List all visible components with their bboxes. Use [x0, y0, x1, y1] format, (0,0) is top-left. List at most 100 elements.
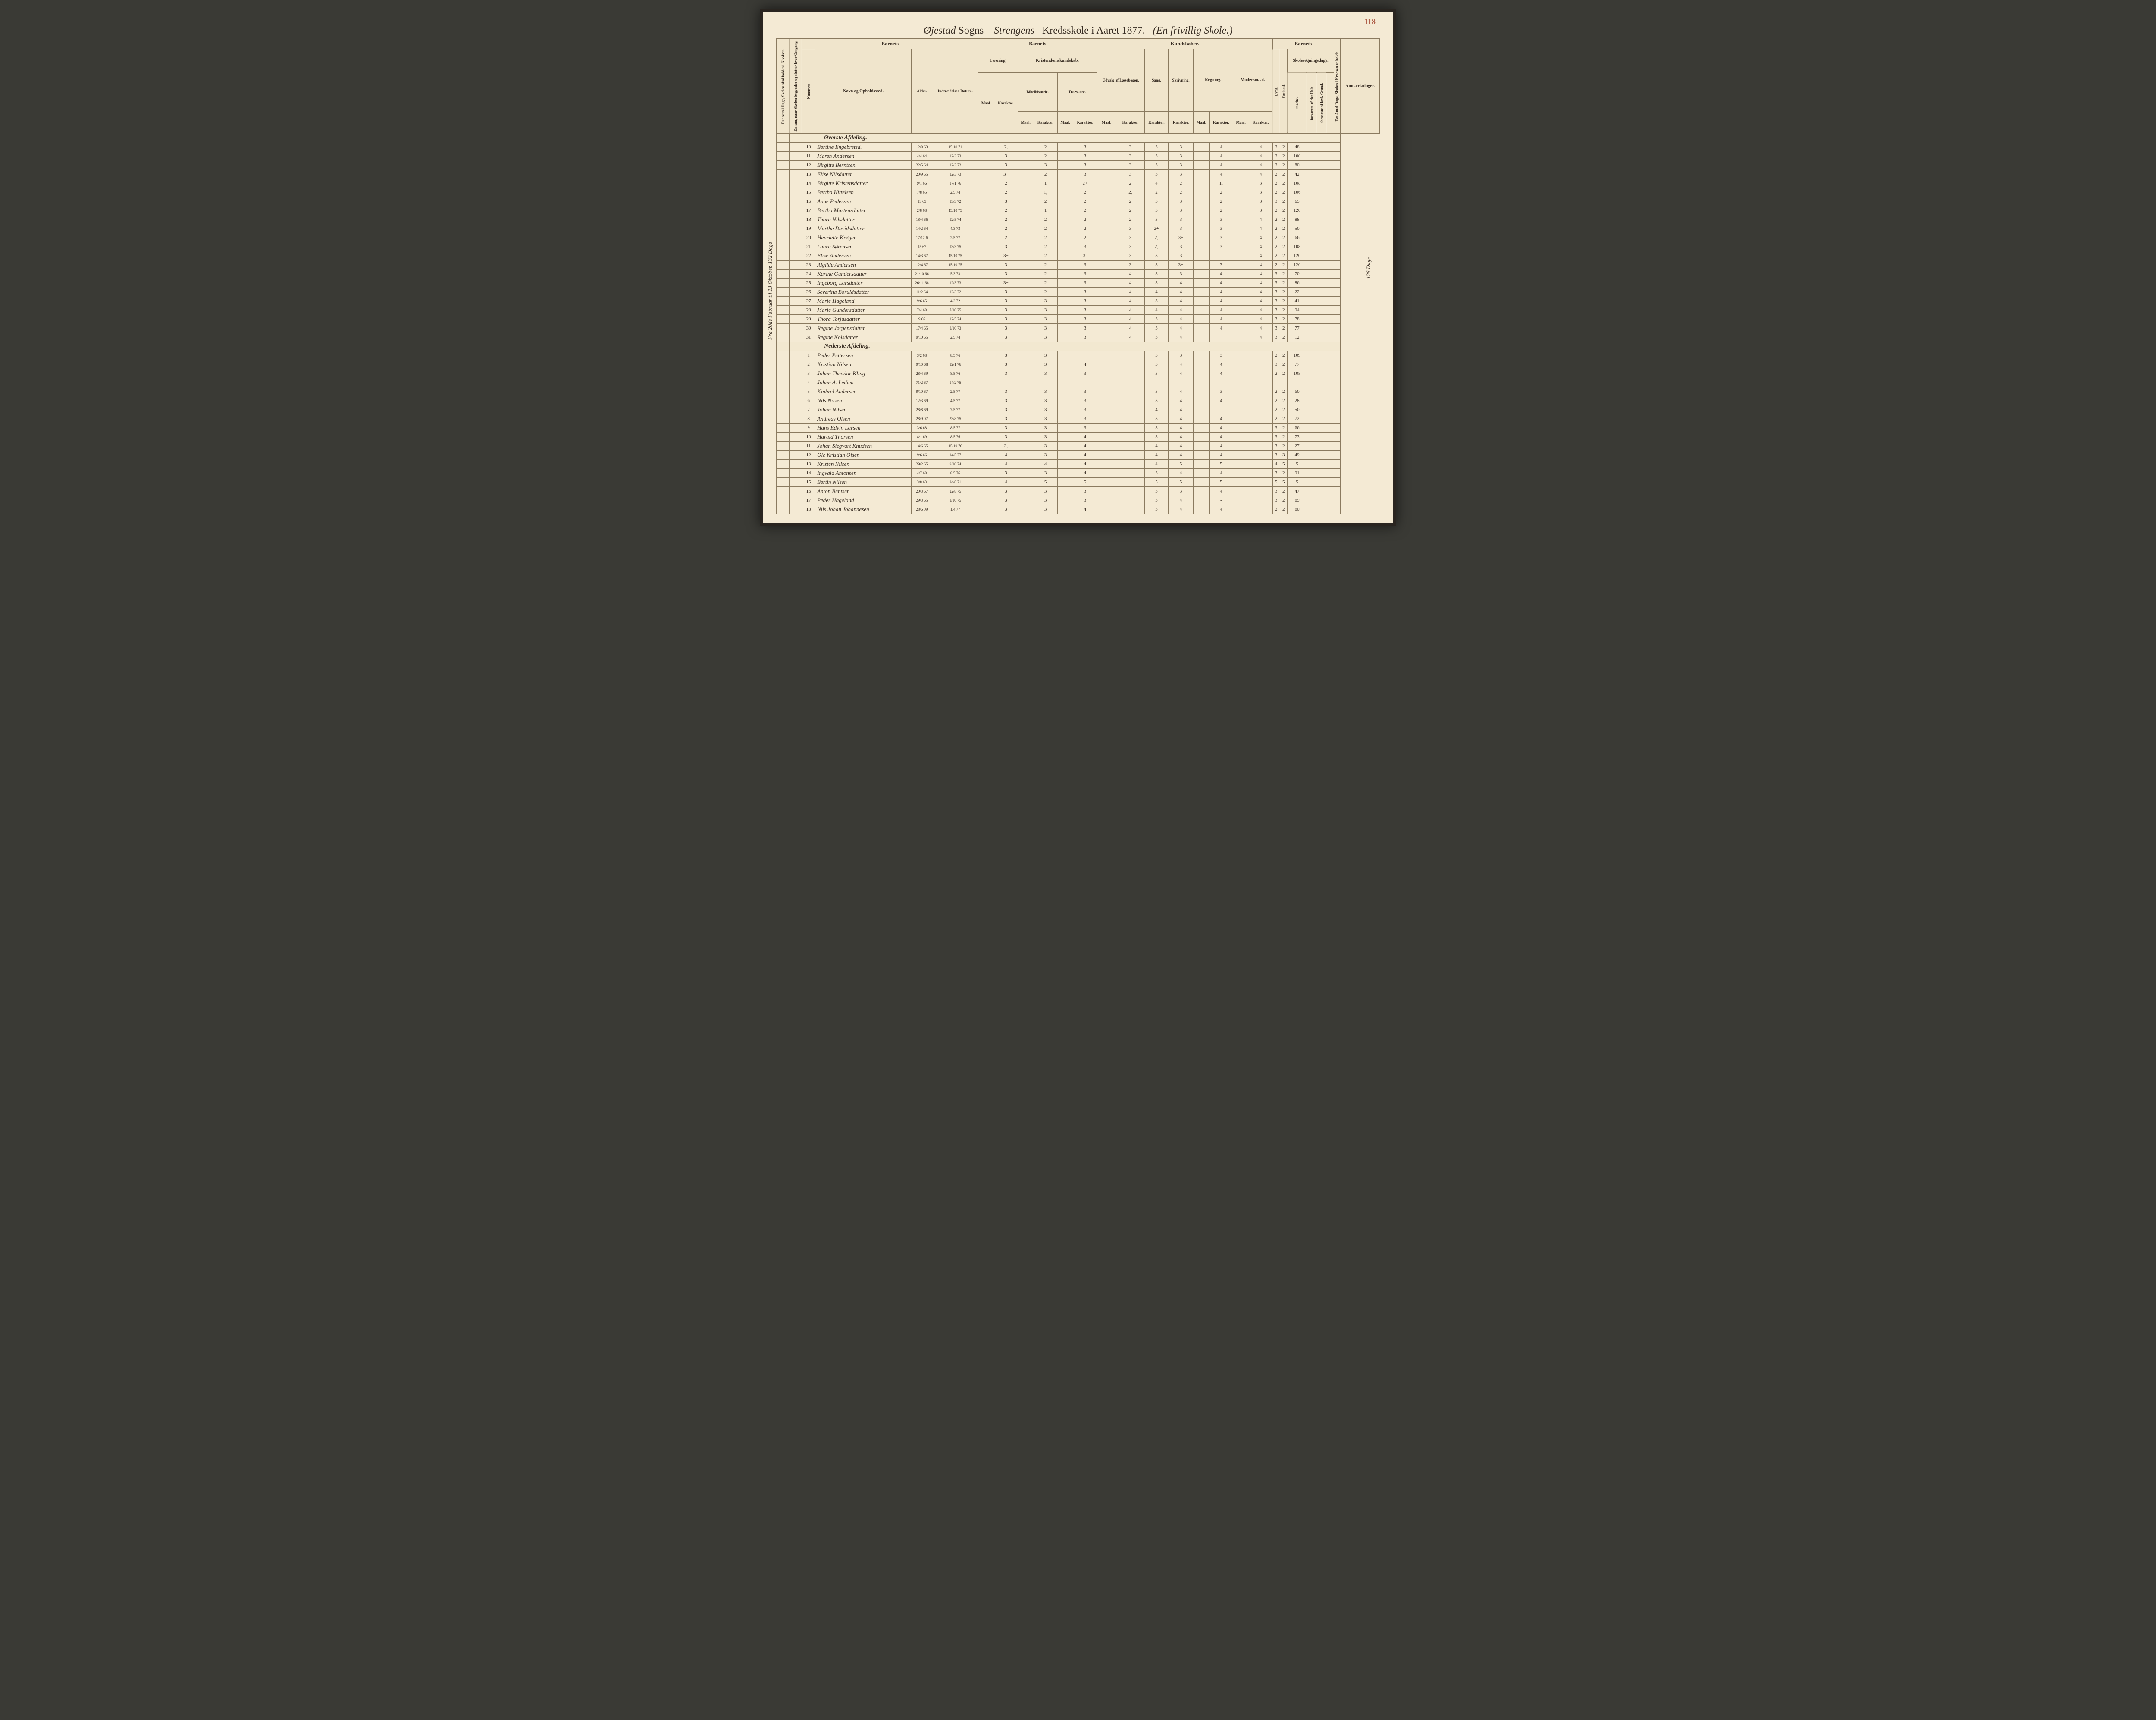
- table-row: 12Birgitte Berntsen22/5 6412/3 723333334…: [777, 160, 1380, 169]
- cell-b_k: 2: [1034, 269, 1057, 278]
- cell-sa: 3: [1145, 251, 1169, 260]
- cell-f1: [1307, 369, 1317, 378]
- table-row: 17Peder Hageland29/3 651/10 7533334-3269: [777, 496, 1380, 505]
- table-row: 26Severina Børuldsdatter11/2 6412/3 7232…: [777, 287, 1380, 296]
- cell-u_m: [1097, 233, 1116, 242]
- cell-r_m: [1194, 188, 1210, 197]
- cell-mo: 69: [1287, 496, 1307, 505]
- cell-sk: 4: [1168, 278, 1193, 287]
- cell-ev: 2: [1272, 206, 1280, 215]
- cell-m_m: [1233, 323, 1249, 333]
- cell-fo: 2: [1280, 505, 1287, 514]
- cell-ev: 3: [1272, 486, 1280, 496]
- cell-m_k: [1249, 459, 1272, 468]
- cell-u_m: [1097, 432, 1116, 441]
- cell-ald: 2/8 68: [912, 206, 932, 215]
- cell-b_m: [1018, 414, 1034, 423]
- cell-sk: 4: [1168, 369, 1193, 378]
- cell-m_k: [1249, 486, 1272, 496]
- col-datum: Datum, naar Skolen begynder og slutter h…: [789, 39, 802, 134]
- cell-ald: 11/2 64: [912, 287, 932, 296]
- cell-m_m: [1233, 142, 1249, 151]
- cell-m_m: [1233, 486, 1249, 496]
- cell-r_m: [1194, 441, 1210, 450]
- cell-b_m: [1018, 441, 1034, 450]
- cell-t_m: [1057, 151, 1073, 160]
- cell-n: 22: [802, 251, 815, 260]
- col-moders: Modersmaal.: [1233, 49, 1272, 112]
- cell-f1: [1307, 269, 1317, 278]
- cell-b_m: [1018, 387, 1034, 396]
- cell-f1: [1307, 278, 1317, 287]
- cell-b_k: 2: [1034, 278, 1057, 287]
- cell-n: 18: [802, 505, 815, 514]
- cell-t_k: 2: [1073, 233, 1097, 242]
- cell-ald: 3/8 63: [912, 477, 932, 486]
- cell-ind: 12/5 74: [932, 215, 978, 224]
- cell-f1: [1307, 251, 1317, 260]
- cell-t_m: [1057, 169, 1073, 179]
- cell-t_m: [1057, 423, 1073, 432]
- cell-fo: 2: [1280, 151, 1287, 160]
- cell-n: 30: [802, 323, 815, 333]
- cell-mo: 120: [1287, 206, 1307, 215]
- section-row: Øverste Afdeling.: [777, 133, 1380, 142]
- cell-m_m: [1233, 224, 1249, 233]
- cell-r_m: [1194, 142, 1210, 151]
- cell-b_k: 3: [1034, 160, 1057, 169]
- cell-m_m: [1233, 477, 1249, 486]
- cell-u_m: [1097, 278, 1116, 287]
- cell-l_k: 3: [994, 287, 1018, 296]
- cell-r_k: 4: [1209, 423, 1233, 432]
- cell-n: 3: [802, 369, 815, 378]
- cell-mo: 100: [1287, 151, 1307, 160]
- table-row: 15Bertin Nilsen3/8 6324/6 71455555555: [777, 477, 1380, 486]
- cell-sa: 2,: [1145, 242, 1169, 251]
- cell-mo: 109: [1287, 351, 1307, 360]
- cell-f2: [1317, 287, 1327, 296]
- cell-l_m: [978, 269, 994, 278]
- cell-b_k: 3: [1034, 496, 1057, 505]
- table-row: 10Bertine Engebretsd.12/8 6315/10 712,23…: [777, 142, 1380, 151]
- cell-fo: 2: [1280, 369, 1287, 378]
- cell-name: Thora Nilsdatter: [815, 215, 912, 224]
- col-l-maal: Maal.: [978, 72, 994, 133]
- cell-l_k: 2,: [994, 142, 1018, 151]
- cell-sk: 5: [1168, 459, 1193, 468]
- cell-ind: 8/5 76: [932, 369, 978, 378]
- cell-name: Kristian Nilsen: [815, 360, 912, 369]
- cell-m_m: [1233, 505, 1249, 514]
- cell-name: Marie Hageland: [815, 296, 912, 305]
- cell-b_m: [1018, 459, 1034, 468]
- col-antal-dage-right: Det Antal Dage, Skolen i Kredsen er hold…: [1334, 39, 1340, 134]
- col-antal-dage-left: Det Antal Dage, Skolen skal holdes i Kre…: [777, 39, 790, 134]
- cell-name: Bertha Kittelsen: [815, 188, 912, 197]
- cell-m_m: [1233, 414, 1249, 423]
- cell-r_k: -: [1209, 496, 1233, 505]
- cell-n: 8: [802, 414, 815, 423]
- cell-r_m: [1194, 224, 1210, 233]
- cell-u_k: [1116, 423, 1144, 432]
- cell-name: Peder Pettersen: [815, 351, 912, 360]
- col-anmaerk: Anmærkninger.: [1341, 39, 1380, 134]
- cell-l_k: 4: [994, 450, 1018, 459]
- cell-name: Birgitte Berntsen: [815, 160, 912, 169]
- cell-ald: 7/4 68: [912, 305, 932, 314]
- cell-l_m: [978, 360, 994, 369]
- cell-f2: [1317, 305, 1327, 314]
- cell-ald: 9/6 65: [912, 296, 932, 305]
- cell-f2: [1317, 351, 1327, 360]
- cell-t_k: 3: [1073, 296, 1097, 305]
- cell-sk: 4: [1168, 496, 1193, 505]
- cell-ind: 3/10 73: [932, 323, 978, 333]
- cell-f2: [1317, 160, 1327, 169]
- cell-ind: 15/10 75: [932, 206, 978, 215]
- cell-m_m: [1233, 423, 1249, 432]
- cell-ev: 3: [1272, 287, 1280, 296]
- col-t-kar: Karakter.: [1073, 111, 1097, 133]
- cell-u_m: [1097, 215, 1116, 224]
- cell-mo: 50: [1287, 405, 1307, 414]
- cell-l_m: [978, 414, 994, 423]
- cell-mo: 108: [1287, 242, 1307, 251]
- cell-name: Marie Gundersdatter: [815, 305, 912, 314]
